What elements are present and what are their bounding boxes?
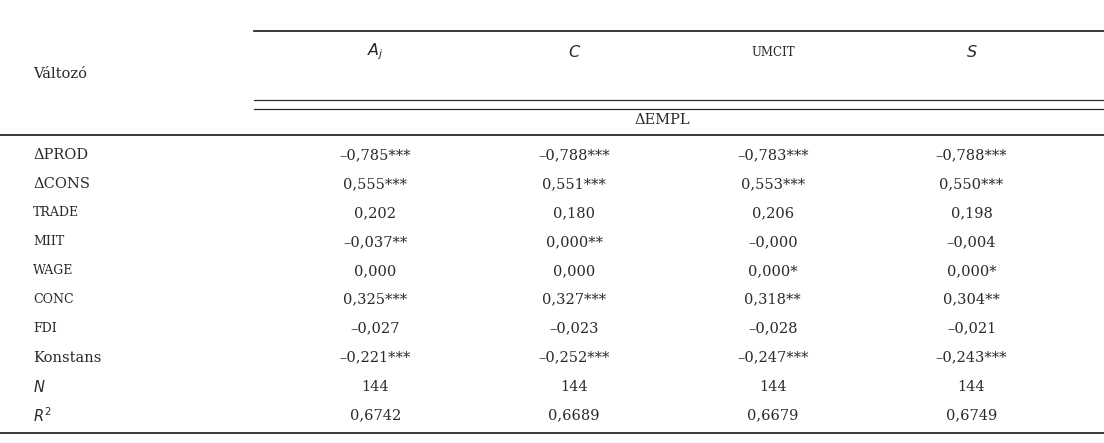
Text: TRADE: TRADE xyxy=(33,206,79,219)
Text: 0,180: 0,180 xyxy=(553,206,595,220)
Text: $C$: $C$ xyxy=(567,43,581,61)
Text: –0,037**: –0,037** xyxy=(343,235,407,249)
Text: 144: 144 xyxy=(758,380,787,393)
Text: 0,327***: 0,327*** xyxy=(542,293,606,307)
Text: 144: 144 xyxy=(560,380,588,393)
Text: –0,000: –0,000 xyxy=(749,235,797,249)
Text: –0,028: –0,028 xyxy=(749,322,797,336)
Text: 0,6742: 0,6742 xyxy=(350,408,401,423)
Text: –0,004: –0,004 xyxy=(947,235,996,249)
Text: 0,000*: 0,000* xyxy=(749,264,797,278)
Text: ΔCONS: ΔCONS xyxy=(33,177,91,191)
Text: $N$: $N$ xyxy=(33,379,45,395)
Text: –0,021: –0,021 xyxy=(947,322,996,336)
Text: 0,6679: 0,6679 xyxy=(747,408,798,423)
Text: $S$: $S$ xyxy=(966,43,977,61)
Text: 144: 144 xyxy=(957,380,986,393)
Text: 0,000*: 0,000* xyxy=(947,264,996,278)
Text: 0,6749: 0,6749 xyxy=(946,408,997,423)
Text: 0,6689: 0,6689 xyxy=(549,408,599,423)
Text: –0,785***: –0,785*** xyxy=(340,148,411,162)
Text: MIIT: MIIT xyxy=(33,235,64,249)
Text: 0,318**: 0,318** xyxy=(744,293,802,307)
Text: –0,027: –0,027 xyxy=(351,322,400,336)
Text: 0,550***: 0,550*** xyxy=(940,177,1004,191)
Text: 0,555***: 0,555*** xyxy=(343,177,407,191)
Text: –0,221***: –0,221*** xyxy=(340,351,411,365)
Text: 0,198: 0,198 xyxy=(951,206,992,220)
Text: 144: 144 xyxy=(361,380,390,393)
Text: ΔPROD: ΔPROD xyxy=(33,148,88,162)
Text: 0,000: 0,000 xyxy=(354,264,396,278)
Text: $R^2$: $R^2$ xyxy=(33,406,52,425)
Text: ΔEMPL: ΔEMPL xyxy=(635,113,690,127)
Text: –0,247***: –0,247*** xyxy=(737,351,808,365)
Text: –0,243***: –0,243*** xyxy=(936,351,1007,365)
Text: FDI: FDI xyxy=(33,322,57,335)
Text: Konstans: Konstans xyxy=(33,351,102,365)
Text: –0,788***: –0,788*** xyxy=(936,148,1007,162)
Text: Változó: Változó xyxy=(33,67,87,81)
Text: 0,553***: 0,553*** xyxy=(741,177,805,191)
Text: WAGE: WAGE xyxy=(33,264,74,277)
Text: –0,023: –0,023 xyxy=(550,322,598,336)
Text: –0,783***: –0,783*** xyxy=(737,148,808,162)
Text: UMCIT: UMCIT xyxy=(751,46,795,58)
Text: 0,325***: 0,325*** xyxy=(343,293,407,307)
Text: 0,000**: 0,000** xyxy=(545,235,603,249)
Text: –0,788***: –0,788*** xyxy=(539,148,609,162)
Text: 0,304**: 0,304** xyxy=(943,293,1000,307)
Text: 0,202: 0,202 xyxy=(354,206,396,220)
Text: 0,551***: 0,551*** xyxy=(542,177,606,191)
Text: CONC: CONC xyxy=(33,293,74,306)
Text: 0,206: 0,206 xyxy=(752,206,794,220)
Text: $A_j$: $A_j$ xyxy=(367,42,384,62)
Text: 0,000: 0,000 xyxy=(553,264,595,278)
Text: –0,252***: –0,252*** xyxy=(539,351,609,365)
